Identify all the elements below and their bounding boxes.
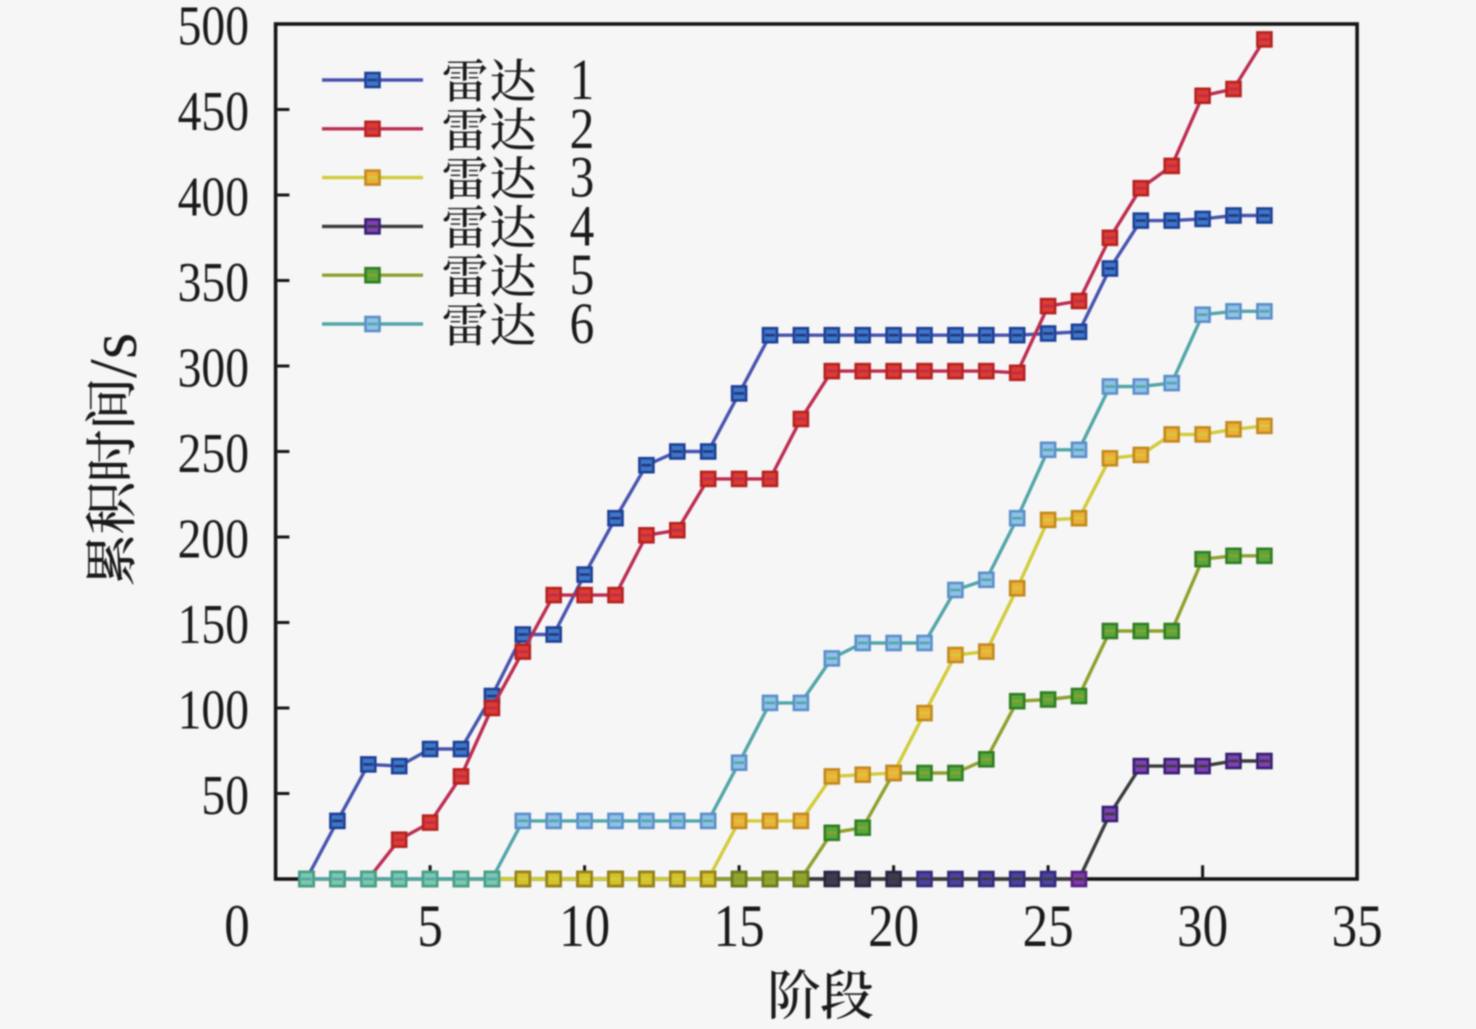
svg-text:500: 500 (178, 0, 249, 57)
svg-text:5: 5 (570, 242, 595, 307)
svg-text:300: 300 (178, 338, 249, 399)
svg-text:50: 50 (201, 766, 249, 827)
svg-text:200: 200 (178, 509, 249, 570)
svg-text:20: 20 (868, 893, 919, 960)
svg-text:1: 1 (570, 47, 595, 112)
svg-text:150: 150 (178, 595, 249, 656)
svg-text:400: 400 (178, 167, 249, 228)
svg-text:6: 6 (570, 291, 595, 356)
svg-text:15: 15 (714, 893, 765, 960)
svg-text:10: 10 (559, 893, 610, 960)
svg-text:250: 250 (178, 424, 249, 485)
svg-text:3: 3 (570, 145, 595, 210)
svg-text:2: 2 (570, 96, 595, 161)
svg-text:/s: /s (75, 333, 151, 378)
svg-text:100: 100 (178, 680, 249, 741)
svg-text:350: 350 (178, 253, 249, 314)
svg-text:4: 4 (570, 194, 595, 259)
svg-text:0: 0 (224, 893, 250, 960)
svg-text:35: 35 (1332, 893, 1383, 960)
svg-text:30: 30 (1177, 893, 1228, 960)
svg-text:25: 25 (1023, 893, 1074, 960)
svg-text:450: 450 (178, 82, 249, 143)
svg-text:5: 5 (417, 893, 443, 960)
